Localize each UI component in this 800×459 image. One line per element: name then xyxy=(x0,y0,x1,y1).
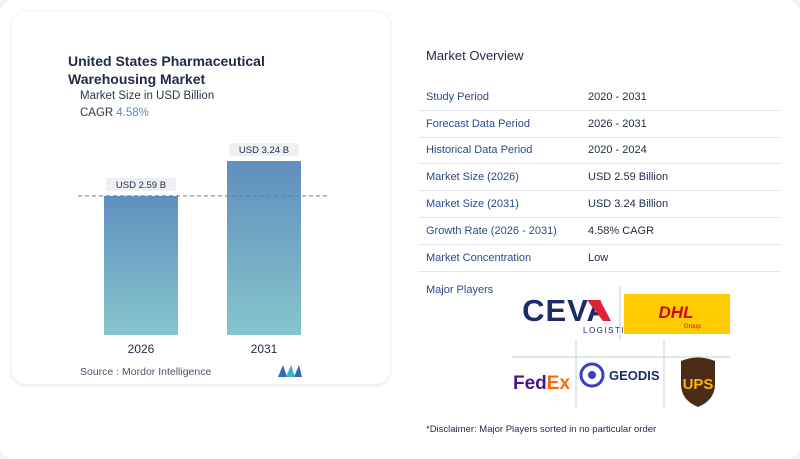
overview-row-market-size-2026: Market Size (2026) USD 2.59 Billion xyxy=(418,164,780,192)
chart-title: United States Pharmaceutical Warehousing… xyxy=(68,53,265,87)
cagr-line: CAGR 4.58% xyxy=(80,107,149,119)
ceva-wordmark: CEVA xyxy=(522,293,610,328)
data-label-2031: USD 3.24 B xyxy=(239,145,289,156)
bar-2031 xyxy=(227,161,301,335)
major-players-label: Major Players xyxy=(426,284,494,296)
dhl-group-logo: DHL Group xyxy=(624,294,730,334)
overview-row-study-period: Study Period 2020 - 2031 xyxy=(418,84,780,111)
dhl-wordmark: DHL xyxy=(659,303,694,322)
fedex-logo: FedEx xyxy=(513,373,570,394)
overview-row-concentration: Market Concentration Low xyxy=(418,245,780,272)
ups-wordmark: UPS xyxy=(683,376,714,393)
x-tick-label-2031: 2031 xyxy=(251,342,278,356)
row-key: Market Size (2026) xyxy=(426,171,519,184)
data-label-2026: USD 2.59 B xyxy=(116,180,166,191)
row-key: Growth Rate (2026 - 2031) xyxy=(426,224,557,237)
overview-row-market-size-2031: Market Size (2031) USD 3.24 Billion xyxy=(418,191,780,218)
row-value: Low xyxy=(588,251,609,264)
overview-row-historical-period: Historical Data Period 2020 - 2024 xyxy=(418,138,780,165)
row-value: 2020 - 2024 xyxy=(588,144,647,157)
geodis-wordmark: GEODIS xyxy=(609,368,660,383)
dhl-subtext: Group xyxy=(684,324,701,330)
row-value: 2020 - 2031 xyxy=(588,90,647,103)
cagr-label: CAGR xyxy=(80,107,114,119)
row-value: 2026 - 2031 xyxy=(588,117,647,130)
row-key: Study Period xyxy=(426,90,489,103)
geodis-emblem-icon xyxy=(579,362,605,388)
row-key: Historical Data Period xyxy=(426,144,533,157)
ceva-subtext: LOGISTICS xyxy=(583,326,639,335)
x-tick-label-2026: 2026 xyxy=(128,342,155,356)
chart-card xyxy=(12,12,390,384)
fedex-wordmark: FedEx xyxy=(513,373,570,394)
row-key: Forecast Data Period xyxy=(426,117,530,130)
bar-2026 xyxy=(104,195,178,335)
overview-row-growth-rate: Growth Rate (2026 - 2031) 4.58% CAGR xyxy=(418,218,780,245)
disclaimer: *Disclaimer: Major Players sorted in no … xyxy=(426,424,657,435)
row-key: Market Size (2031) xyxy=(426,198,519,211)
row-value: USD 2.59 Billion xyxy=(588,171,669,184)
data-label-bg-2031 xyxy=(229,143,299,156)
row-key: Market Concentration xyxy=(426,251,532,264)
overview-table: Study Period 2020 - 2031 Forecast Data Pe… xyxy=(418,84,780,272)
row-value: USD 3.24 Billion xyxy=(588,198,669,211)
ceva-accent xyxy=(587,300,611,321)
ceva-logistics-logo: CEVA LOGISTICS xyxy=(522,293,639,335)
dhl-background xyxy=(624,294,730,334)
data-label-bg-2026 xyxy=(106,177,176,191)
cagr-value: 4.58% xyxy=(116,107,149,119)
bar-chart: USD 2.59 B 2026 USD 3.24 B 2031 xyxy=(78,143,330,356)
ups-logo: UPS xyxy=(681,357,715,407)
mordor-intelligence-logo-icon xyxy=(278,365,302,377)
geodis-emblem-dot xyxy=(588,371,596,379)
source-note: Source : Mordor Intelligence xyxy=(80,366,212,378)
chart-subtitle: Market Size in USD Billion xyxy=(80,90,215,102)
overview-row-forecast-period: Forecast Data Period 2026 - 2031 xyxy=(418,111,780,138)
geodis-logo: GEODIS xyxy=(579,362,660,388)
overview-title: Market Overview xyxy=(426,48,524,63)
row-value: 4.58% CAGR xyxy=(588,224,655,237)
ups-shield-icon xyxy=(681,357,715,407)
